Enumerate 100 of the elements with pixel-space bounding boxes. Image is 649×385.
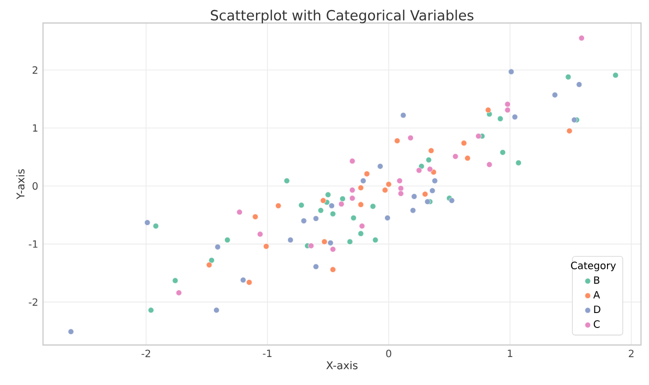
point [176, 290, 182, 296]
point [504, 107, 511, 114]
point [240, 277, 246, 284]
chart-title: Scatterplot with Categorical Variables [210, 10, 474, 24]
point [394, 138, 400, 144]
point [312, 216, 319, 222]
point [236, 209, 243, 216]
point [400, 112, 406, 118]
point [340, 196, 346, 202]
legend-title: Category [571, 262, 616, 272]
x-tick-label: 1 [508, 350, 512, 357]
y-tick-label: 1 [33, 124, 38, 132]
point [320, 198, 326, 204]
point [565, 74, 572, 80]
point [422, 191, 428, 198]
point [312, 264, 319, 270]
point [370, 203, 376, 210]
point [464, 155, 471, 162]
point [358, 202, 364, 208]
point [224, 236, 230, 243]
point [284, 178, 290, 184]
x-tick-label: -1 [262, 350, 272, 357]
x-axis-title: X-axis [326, 361, 358, 370]
point [416, 167, 422, 174]
point [460, 140, 467, 146]
point [257, 231, 264, 238]
point [410, 207, 416, 214]
point [328, 202, 335, 209]
point [398, 185, 404, 192]
point [386, 181, 392, 188]
point [246, 279, 252, 286]
point [418, 163, 424, 170]
x-tick-label: -2 [142, 350, 150, 358]
point [359, 223, 366, 230]
point [578, 35, 585, 42]
point [372, 236, 378, 243]
x-tick-label: 0 [386, 350, 392, 358]
point [504, 101, 511, 108]
point [330, 210, 336, 217]
point [252, 214, 258, 220]
point [408, 134, 414, 141]
point [214, 244, 221, 250]
point [486, 162, 492, 168]
point [68, 328, 74, 335]
y-axis-title: Y-axis [16, 169, 25, 200]
point [364, 170, 370, 177]
point [428, 148, 434, 154]
point [327, 240, 334, 246]
y-tick-label: 2 [32, 66, 38, 74]
point [300, 218, 307, 224]
point [485, 107, 492, 114]
point [426, 156, 432, 163]
point [275, 202, 282, 209]
point [377, 163, 384, 170]
point [396, 178, 403, 184]
point [208, 257, 215, 264]
y-tick-label: -2 [28, 298, 38, 306]
y-tick-label: 0 [32, 182, 38, 190]
point [500, 149, 506, 156]
point [213, 307, 220, 314]
x-tick-label: 2 [628, 350, 634, 358]
point [346, 238, 353, 245]
point [358, 230, 364, 237]
legend-label: B [594, 276, 600, 284]
point [330, 266, 336, 273]
point [349, 195, 356, 202]
point [358, 184, 364, 191]
legend-label: C [594, 320, 600, 328]
point [426, 166, 433, 172]
point [432, 178, 438, 184]
point [552, 92, 558, 98]
point [349, 187, 356, 194]
point [338, 201, 344, 208]
point [206, 262, 212, 268]
point [571, 116, 578, 123]
point [384, 214, 390, 221]
point [308, 242, 314, 249]
point [508, 68, 514, 75]
point [566, 128, 572, 134]
y-tick-label: -1 [28, 240, 38, 248]
point [411, 193, 418, 200]
point [325, 192, 332, 198]
legend-label: A [593, 291, 600, 298]
point [497, 116, 504, 122]
point [612, 72, 619, 78]
point [330, 246, 336, 252]
point [515, 160, 522, 166]
point [321, 238, 328, 245]
point [360, 178, 366, 184]
point [512, 114, 518, 120]
point [382, 187, 388, 194]
point [152, 223, 159, 230]
point [475, 133, 482, 140]
point [448, 198, 455, 204]
point [398, 190, 404, 197]
legend-label: D [594, 306, 600, 313]
point [144, 220, 150, 226]
point [452, 153, 458, 160]
point [429, 188, 436, 194]
point [576, 81, 582, 88]
